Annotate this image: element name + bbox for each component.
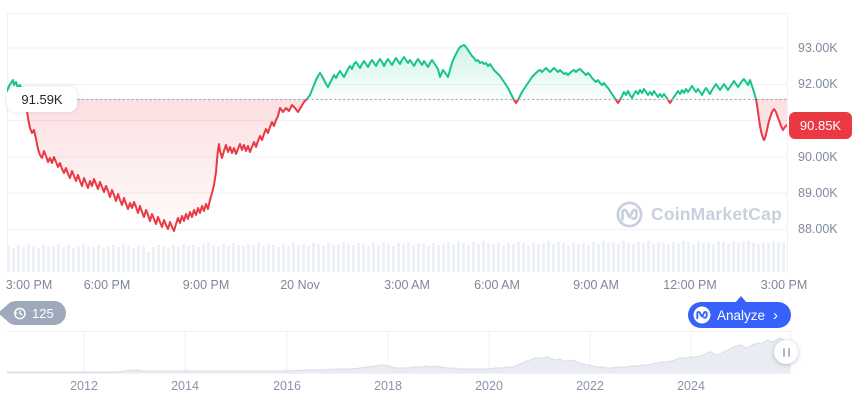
watermark-text: CoinMarketCap xyxy=(651,204,782,224)
history-clock-icon xyxy=(13,307,26,319)
annotations-count: 125 xyxy=(32,305,54,321)
year-tick-label: 2022 xyxy=(576,379,604,393)
annotations-count-badge[interactable]: 125 xyxy=(0,301,66,325)
coinmarketcap-logo-icon xyxy=(616,201,643,228)
baseline-price-label: 91.59K xyxy=(7,87,77,112)
x-tick-label: 6:00 AM xyxy=(474,278,520,292)
x-tick-label: 20 Nov xyxy=(280,278,320,292)
coinmarketcap-watermark: CoinMarketCap xyxy=(616,201,782,228)
x-tick-label: 3:00 PM xyxy=(760,278,808,292)
y-tick-label: 90.00K xyxy=(798,150,838,164)
analyze-button[interactable]: Analyze › xyxy=(688,296,792,328)
price-series xyxy=(7,44,787,232)
handle-grip-bar xyxy=(787,347,790,357)
year-tick-label: 2024 xyxy=(677,379,705,393)
volume-bars xyxy=(7,241,785,272)
year-tick-label: 2014 xyxy=(171,379,199,393)
year-tick-label: 2018 xyxy=(374,379,402,393)
x-tick-label: 6:00 PM xyxy=(83,278,131,292)
y-tick-label: 88.00K xyxy=(798,222,838,236)
year-tick-label: 2016 xyxy=(273,379,301,393)
y-tick-label: 89.00K xyxy=(798,186,838,200)
chevron-right-icon: › xyxy=(773,306,779,324)
x-tick-label: 3:00 PM xyxy=(5,278,53,292)
range-selector-handle[interactable] xyxy=(774,340,798,364)
year-tick-label: 2012 xyxy=(70,379,98,393)
y-tick-label: 93.00K xyxy=(798,41,838,55)
mini-range-chart[interactable] xyxy=(7,331,791,374)
y-tick-label: 92.00K xyxy=(798,77,838,91)
x-tick-label: 3:00 AM xyxy=(384,278,430,292)
analyze-label: Analyze xyxy=(717,307,766,323)
x-tick-label: 9:00 AM xyxy=(573,278,619,292)
x-tick-label: 9:00 PM xyxy=(182,278,230,292)
handle-grip-bar xyxy=(782,347,785,357)
current-price-badge: 90.85K xyxy=(789,112,852,139)
coinmarketcap-logo-icon xyxy=(693,306,711,324)
x-tick-label: 12:00 PM xyxy=(663,278,717,292)
year-tick-label: 2020 xyxy=(475,379,503,393)
